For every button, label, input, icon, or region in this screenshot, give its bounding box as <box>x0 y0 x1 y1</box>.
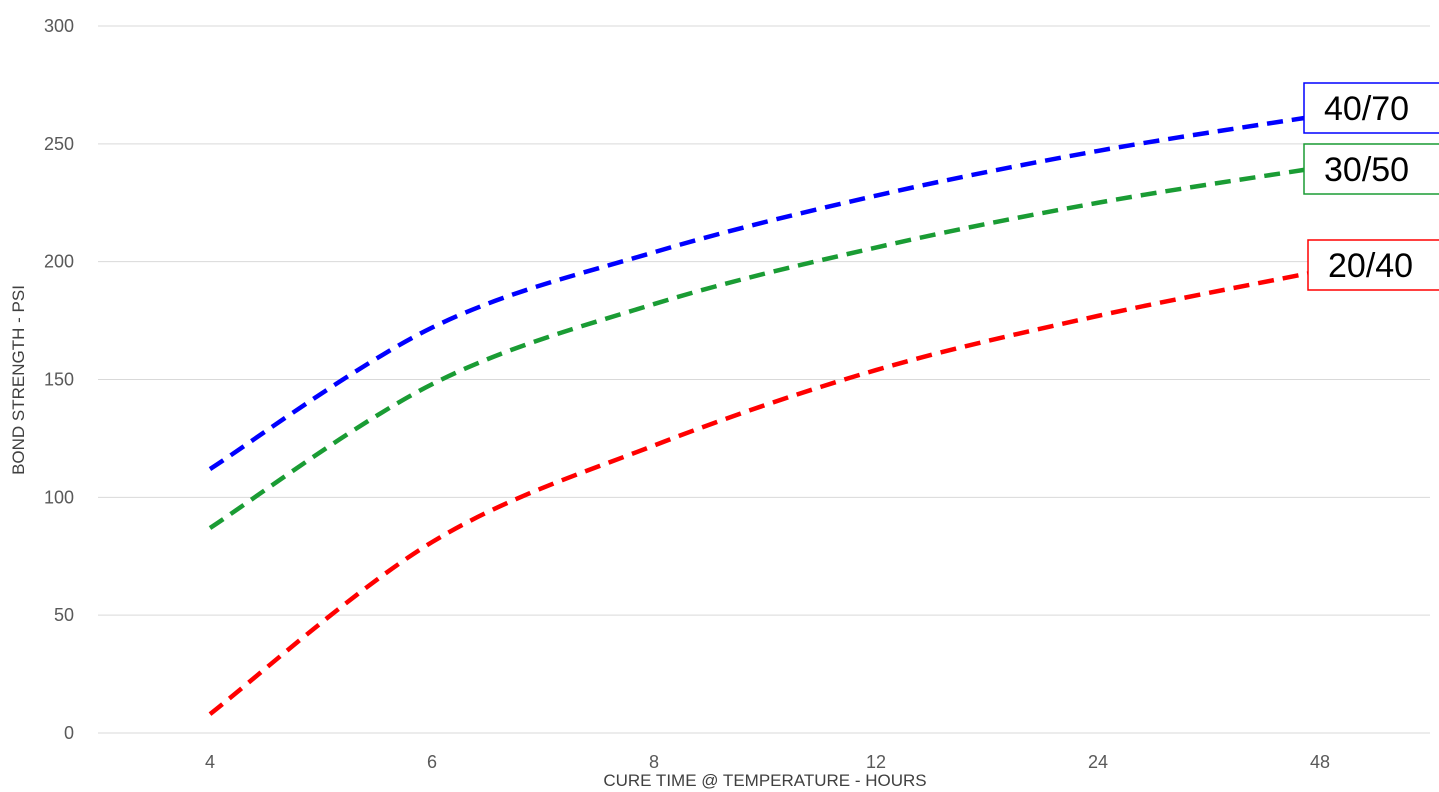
x-tick-label: 6 <box>427 752 437 772</box>
series-labels: 40/70 30/50 20/40 <box>1303 82 1439 291</box>
y-tick-label: 300 <box>44 16 74 36</box>
series-line-30-50 <box>208 165 1321 530</box>
series-lines <box>208 113 1321 716</box>
y-tick-label: 200 <box>44 252 74 272</box>
y-tick-label: 100 <box>44 487 74 507</box>
x-tick-label: 12 <box>866 752 886 772</box>
series-line-40-70 <box>208 113 1321 471</box>
x-tick-labels: 4 6 8 12 24 48 <box>205 752 1330 772</box>
y-tick-label: 250 <box>44 134 74 154</box>
series-label: 30/50 <box>1324 151 1409 189</box>
y-tick-label: 150 <box>44 370 74 390</box>
x-tick-label: 24 <box>1088 752 1108 772</box>
x-axis-title: CURE TIME @ TEMPERATURE - HOURS <box>603 771 926 790</box>
gridlines <box>98 25 1430 734</box>
series-line-20-40 <box>208 268 1321 716</box>
y-tick-label: 0 <box>64 723 74 743</box>
series-label-box <box>1303 82 1439 134</box>
series-label: 20/40 <box>1328 247 1413 285</box>
series-label-box <box>1303 143 1439 195</box>
y-axis-title: BOND STRENGTH - PSI <box>9 285 28 475</box>
y-tick-label: 50 <box>54 605 74 625</box>
x-tick-label: 8 <box>649 752 659 772</box>
y-tick-labels: 0 50 100 150 200 250 300 <box>44 16 74 743</box>
series-label: 40/70 <box>1324 90 1409 128</box>
x-tick-label: 4 <box>205 752 215 772</box>
x-tick-label: 48 <box>1310 752 1330 772</box>
series-label-box <box>1307 239 1439 291</box>
